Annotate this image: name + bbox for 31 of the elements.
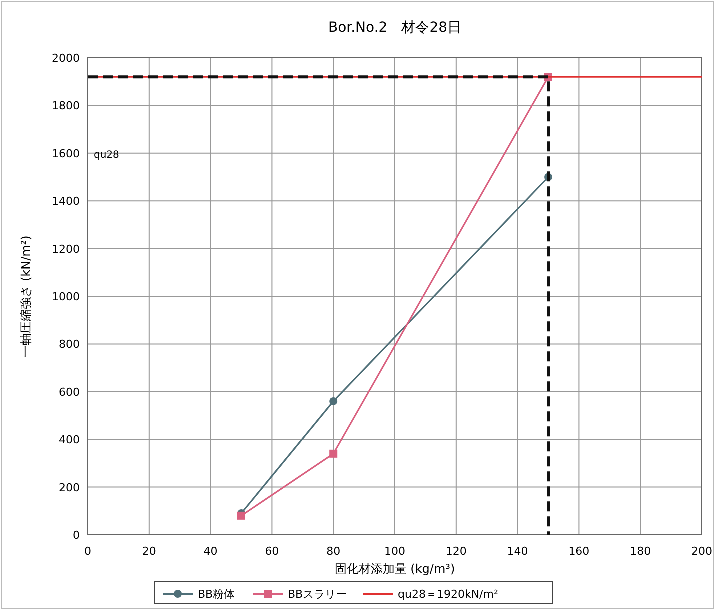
y-tick-label: 1400: [52, 195, 80, 208]
legend-label: BBスラリー: [288, 588, 348, 601]
annotation: qu28: [94, 150, 120, 161]
x-tick-label: 140: [507, 545, 528, 558]
y-tick-label: 600: [59, 386, 80, 399]
y-tick-label: 0: [73, 529, 80, 542]
y-tick-label: 1000: [52, 290, 80, 304]
point: [330, 450, 338, 458]
y-tick-label: 1600: [52, 147, 80, 160]
y-tick-label: 800: [59, 338, 80, 352]
y-axis-title: 一軸圧縮強さ (kN/m²): [19, 236, 33, 358]
legend-label: BB粉体: [198, 588, 236, 601]
x-tick-label: 60: [265, 545, 280, 558]
x-tick-label: 120: [446, 545, 467, 558]
point: [330, 397, 338, 406]
x-axis-title: 固化材添加量 (kg/m³): [334, 562, 456, 576]
x-tick-label: 100: [384, 545, 406, 558]
chart-title: Bor.No.2 材令28日: [328, 20, 462, 36]
x-tick-label: 160: [568, 545, 590, 558]
x-tick-label: 80: [326, 545, 341, 558]
x-tick-label: 20: [142, 545, 156, 558]
y-tick-label: 200: [59, 481, 80, 494]
y-tick-label: 1200: [52, 242, 80, 256]
x-tick-label: 200: [692, 545, 712, 558]
x-tick-label: 180: [630, 545, 652, 558]
legend-label: qu28＝1920kN/m²: [398, 588, 498, 601]
y-tick-label: 1800: [52, 100, 80, 113]
y-tick-label: 400: [59, 434, 80, 447]
x-tick-label: 40: [204, 545, 218, 558]
x-tick-label: 0: [84, 545, 92, 558]
y-tick-label: 2000: [52, 52, 80, 65]
